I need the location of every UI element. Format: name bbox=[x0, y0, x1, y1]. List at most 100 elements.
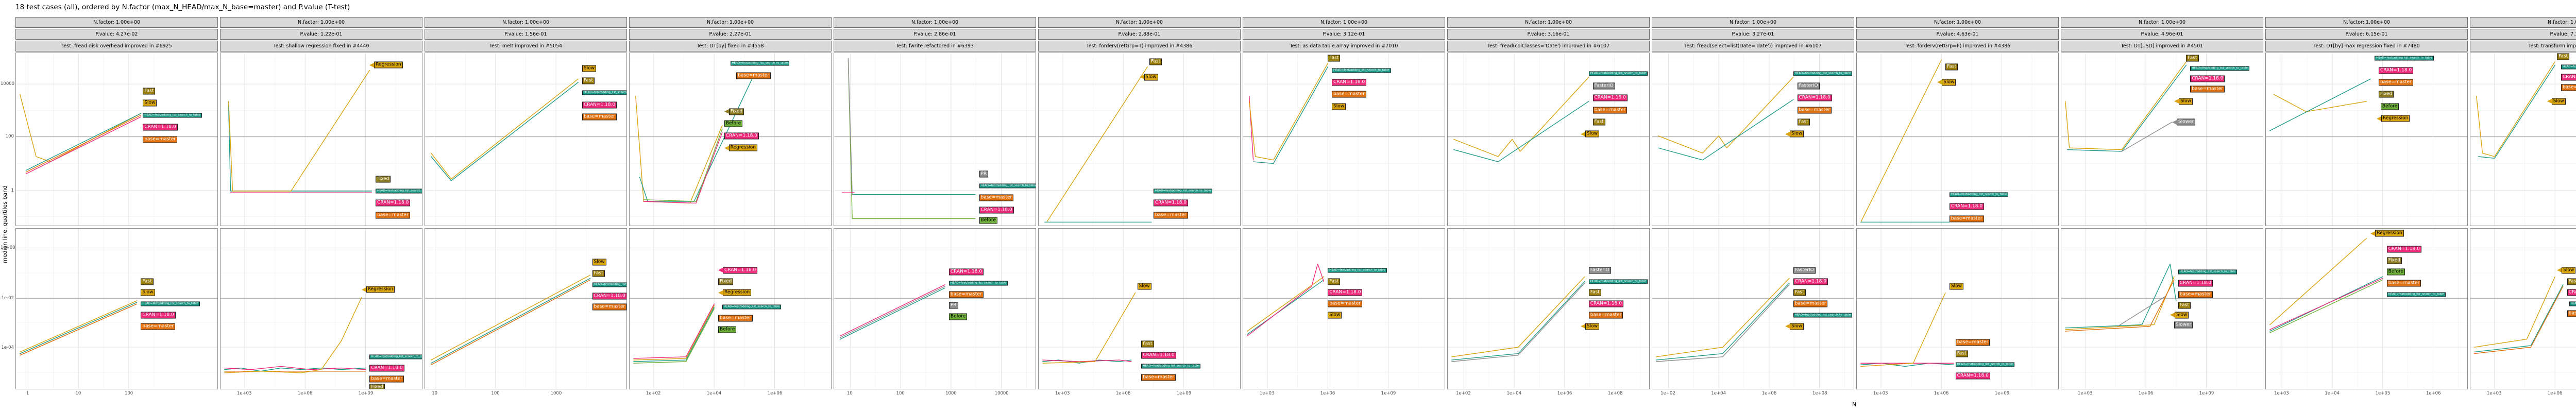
series-label-text: HEAD=feat/adding_list_search_to_table bbox=[722, 304, 782, 310]
series-line-gold bbox=[20, 94, 141, 162]
series-label-text: base=master bbox=[2178, 291, 2213, 298]
y-tick-label: 1e-02 bbox=[1, 296, 14, 301]
series-label-text: Regression bbox=[374, 61, 403, 68]
gridlines bbox=[2470, 53, 2576, 226]
series-label: HEAD=feat/adding_list_search_to_table bbox=[2375, 56, 2434, 61]
series-label: HEAD=feat/adding_list_search_to_table bbox=[1793, 71, 1853, 76]
facet-strip-pvalue: P.value: 2.88e-01 bbox=[1038, 29, 1241, 40]
facet-3: N.factor: 1.00e+00 P.value: 1.56e-01 Test:… bbox=[425, 17, 627, 398]
series-label: CRAN=1.18.0 bbox=[2178, 280, 2213, 287]
series-label-text: HEAD=feat/adding_list_search_to_table bbox=[1793, 71, 1853, 76]
label-arrow-icon bbox=[724, 145, 730, 151]
series-lines bbox=[2270, 238, 2383, 333]
series-line-base bbox=[2475, 286, 2563, 354]
series-label: base=master bbox=[582, 113, 617, 121]
x-tick-labels: 1e+03 1e+04 1e+05 1e+06 bbox=[2265, 389, 2468, 398]
series-label-text: base=master bbox=[1955, 339, 1990, 346]
label-arrow-icon bbox=[1785, 323, 1791, 329]
x-tick-labels: 1e+02 1e+04 1e+06 1e+08 bbox=[1652, 389, 1854, 398]
x-tick-label: 1e+09 bbox=[358, 391, 374, 396]
series-label: Regression bbox=[2377, 115, 2410, 122]
series-label: Slow bbox=[1785, 323, 1804, 330]
series-label: HEAD=feat/adding_list_search_to_table bbox=[582, 90, 626, 95]
series-label: base=master bbox=[2567, 310, 2576, 317]
series-line-gold bbox=[2065, 277, 2174, 330]
series-label-text: Before bbox=[2386, 268, 2405, 276]
series-label-text: CRAN=1.18.0 bbox=[376, 199, 411, 207]
facet-strip-nfactor: N.factor: 1.00e+00 bbox=[425, 17, 627, 28]
x-tick-label: 10000 bbox=[994, 391, 1009, 396]
x-tick-labels: 10 100 1000 10000 bbox=[834, 389, 1036, 398]
panel-kilobytes: Fast Slow HEAD=feat/adding_list_search_to_… bbox=[1856, 53, 2059, 226]
series-label: HEAD=feat/adding_list_search_to_table bbox=[1328, 268, 1387, 273]
series-label-text: Fixed bbox=[718, 278, 734, 285]
series-lines bbox=[2475, 277, 2563, 353]
series-label-text: HEAD=feat/adding_list_search_to_table bbox=[592, 282, 626, 287]
series-label-text: Slow bbox=[1790, 130, 1804, 138]
series-line-gold bbox=[20, 301, 137, 352]
facet-strip-test: Test: fwrite refactored in #6393 bbox=[834, 41, 1036, 52]
series-line-head bbox=[225, 368, 366, 371]
panel-canvas bbox=[2266, 229, 2467, 389]
gridlines bbox=[1039, 229, 1240, 389]
panel-kilobytes: Slow Fast HEAD=feat/adding_list_search_to_… bbox=[425, 53, 627, 226]
series-label: HEAD=feat/adding_list_search_to_table bbox=[369, 354, 422, 359]
series-line-head bbox=[229, 105, 372, 192]
series-label-text: Fast bbox=[592, 270, 605, 277]
series-label-text: CRAN=1.18.0 bbox=[1592, 94, 1628, 101]
series-label-text: CRAN=1.18.0 bbox=[1588, 300, 1623, 307]
series-label-text: Regression bbox=[366, 286, 395, 293]
series-label: CRAN=1.18.0 bbox=[369, 365, 404, 372]
series-label: base=master bbox=[1328, 300, 1362, 307]
facet-strip-nfactor: N.factor: 1.00e+00 bbox=[629, 17, 832, 28]
series-line-head bbox=[1656, 283, 1789, 360]
series-label-text: Before bbox=[979, 217, 997, 224]
facet-strip-test: Test: DT[by] fixed in #4558 bbox=[629, 41, 832, 52]
facet-strip-nfactor: N.factor: 1.00e+00 bbox=[1447, 17, 1650, 28]
series-label-text: Fixed bbox=[2386, 257, 2402, 264]
series-line-cran bbox=[1247, 264, 1324, 336]
x-tick-label: 1e+05 bbox=[2375, 391, 2391, 396]
series-label: PR bbox=[979, 170, 989, 177]
series-label-text: Before bbox=[2380, 103, 2399, 110]
panel-kilobytes: HEAD=feat/adding_list_search_to_table CRA… bbox=[2265, 53, 2468, 226]
facet-strip-test: Test: forderv(retGrp=T) improved in #438… bbox=[1038, 41, 1241, 52]
series-label: Slow bbox=[1949, 283, 1963, 290]
series-label-text: CRAN=1.18.0 bbox=[1955, 372, 1990, 380]
panel-canvas bbox=[1857, 229, 2058, 389]
series-label-text: base=master bbox=[1153, 212, 1188, 219]
series-label-text: base=master bbox=[736, 72, 771, 79]
x-tick-label: 10 bbox=[75, 391, 81, 396]
series-label: HEAD=feat/adding_list_search_to_table bbox=[141, 301, 200, 306]
series-lines bbox=[225, 298, 366, 373]
series-label: HEAD=feat/adding_list_search_to_table bbox=[2178, 269, 2238, 274]
series-label-text: HEAD=feat/adding_list_search_to_table bbox=[2178, 269, 2238, 274]
facet-strip-test: Test: fread disk overhead improved in #6… bbox=[15, 41, 218, 52]
series-label: HEAD=feat/adding_list_search_to_table bbox=[1332, 68, 1391, 73]
series-line-cran bbox=[840, 285, 945, 336]
series-label: FasterIO bbox=[1592, 82, 1615, 90]
series-label-text: CRAN=1.18.0 bbox=[1797, 94, 1832, 101]
series-label: CRAN=1.18.0 bbox=[1332, 79, 1367, 86]
facet-strip-pvalue: P.value: 4.27e-02 bbox=[15, 29, 218, 40]
x-tick-label: 1e+06 bbox=[1320, 391, 1335, 396]
series-lines bbox=[842, 58, 975, 219]
series-label: Slow bbox=[1328, 312, 1342, 319]
gridlines bbox=[2470, 229, 2576, 389]
label-arrow-icon bbox=[724, 109, 730, 114]
series-label-text: CRAN=1.18.0 bbox=[1949, 203, 1985, 210]
x-tick-label: 1e+03 bbox=[1055, 391, 1070, 396]
facet-strip-nfactor: N.factor: 1.00e+00 bbox=[1243, 17, 1445, 28]
facet-strip-pvalue: P.value: 3.16e-01 bbox=[1447, 29, 1650, 40]
series-label-text: Slow bbox=[592, 259, 606, 266]
y-tick-label: 1e+00 bbox=[1, 245, 15, 250]
series-label: CRAN=1.18.0 bbox=[2378, 67, 2414, 74]
series-label-text: base=master bbox=[141, 323, 176, 330]
series-label-text: Fast bbox=[1945, 63, 1958, 71]
series-label-text: Slow bbox=[1137, 283, 1151, 290]
label-arrow-icon bbox=[1581, 131, 1586, 137]
panel-seconds: Regression HEAD=feat/adding_list_search_t… bbox=[220, 228, 422, 389]
series-label-text: HEAD=feat/adding_list_search_to_table bbox=[1588, 71, 1648, 76]
x-tick-label: 1e+09 bbox=[1176, 391, 1192, 396]
